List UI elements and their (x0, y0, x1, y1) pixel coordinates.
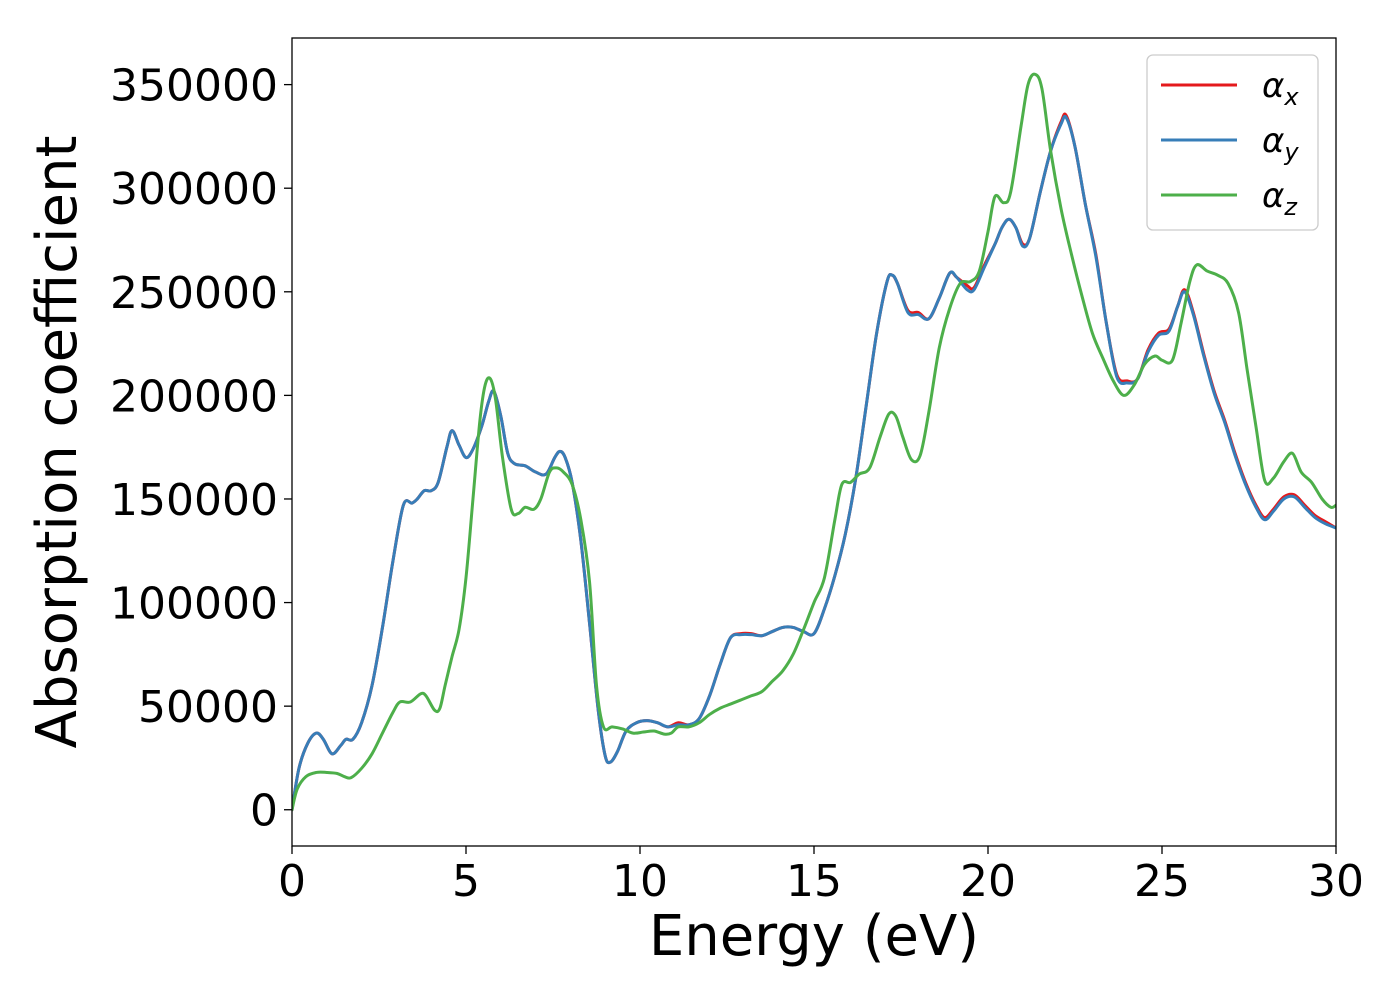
legend: αx αy αz (1146, 54, 1319, 231)
x-tick-label: 0 (278, 856, 306, 907)
x-tick-label: 15 (786, 856, 842, 907)
y-tick-label: 300000 (110, 164, 278, 215)
y-tick-label: 150000 (110, 475, 278, 526)
legend-label-x: αx (1262, 66, 1299, 111)
x-tick-label: 20 (960, 856, 1016, 907)
axes: 0 5 10 15 20 25 30 0 50000 100000 150000 200000 2500… (110, 37, 1364, 907)
y-tick-label: 200000 (110, 371, 278, 422)
legend-label-y: αy (1262, 121, 1299, 166)
y-axis-title: Absorption coefficient (25, 136, 90, 749)
plot-area (292, 72, 1336, 812)
y-tick-label: 0 (250, 786, 278, 837)
legend-box (1146, 54, 1319, 231)
x-tick-label: 25 (1134, 856, 1190, 907)
y-tick-label: 50000 (138, 682, 278, 733)
legend-label-z: αz (1262, 176, 1298, 221)
x-axis-title: Energy (eV) (649, 904, 979, 969)
x-tick-label: 10 (612, 856, 668, 907)
y-tick-label: 100000 (110, 579, 278, 630)
series-line-z (292, 72, 1336, 812)
x-tick-label: 5 (452, 856, 480, 907)
x-tick-label: 30 (1308, 856, 1364, 907)
y-tick-label: 350000 (110, 61, 278, 112)
y-tick-label: 250000 (110, 268, 278, 319)
